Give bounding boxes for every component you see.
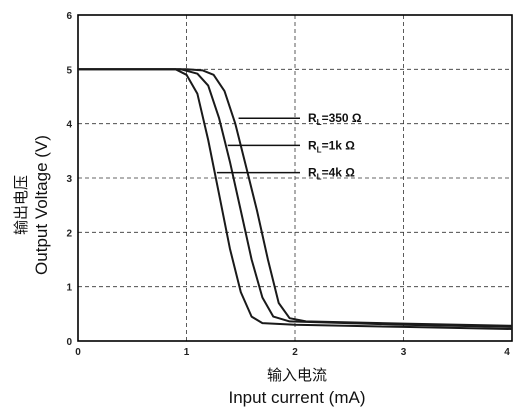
- y-tick-label: 0: [66, 337, 72, 348]
- grid: [78, 15, 512, 341]
- x-tick-label: 0: [75, 347, 81, 358]
- y-tick-labels: 0 1 2 3 4 5 6: [66, 11, 72, 348]
- x-tick-label: 3: [401, 347, 407, 358]
- y-tick-label: 2: [66, 228, 72, 239]
- x-axis-label: Input current (mA): [229, 388, 366, 407]
- annotation-label: RL=4k Ω: [308, 166, 355, 182]
- y-tick-label: 6: [66, 11, 72, 22]
- y-tick-label: 3: [66, 174, 72, 185]
- annotation-label: RL=1k Ω: [308, 138, 355, 154]
- annotation-label: RL=350 Ω: [308, 111, 362, 127]
- annotations: RL=350 Ω RL=1k Ω RL=4k Ω: [217, 111, 362, 181]
- x-axis-label-cn: 输入电流: [267, 366, 327, 384]
- y-axis-label: Output Voltage (V): [32, 135, 51, 275]
- x-tick-label: 1: [184, 347, 190, 358]
- y-tick-label: 1: [66, 283, 72, 294]
- x-tick-labels: 0 1 2 3 4: [75, 347, 510, 358]
- x-tick-label: 4: [504, 347, 510, 358]
- y-axis-label-cn: 输出电压: [12, 175, 30, 235]
- x-tick-label: 2: [292, 347, 298, 358]
- y-tick-label: 5: [66, 65, 72, 76]
- y-tick-label: 4: [66, 120, 72, 131]
